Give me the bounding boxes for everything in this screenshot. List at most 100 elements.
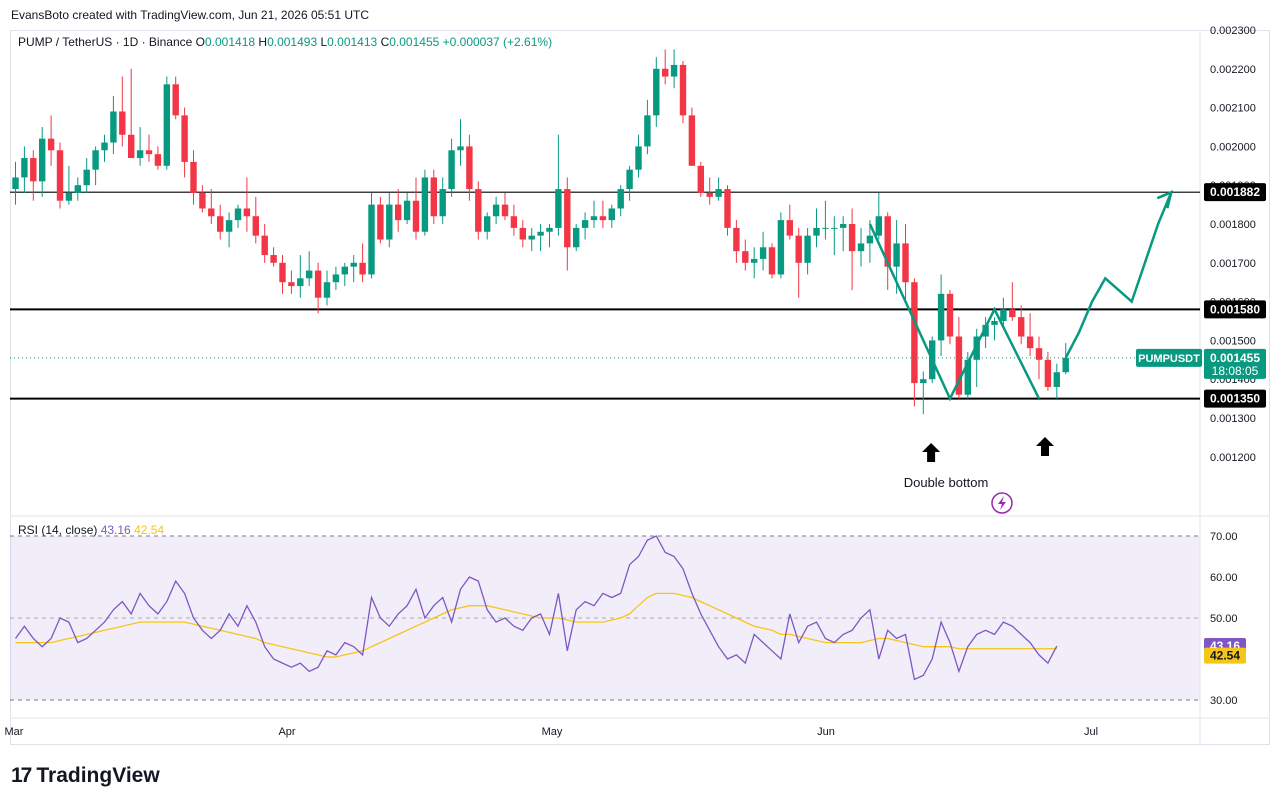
candle-body	[172, 84, 179, 116]
candle	[1009, 282, 1016, 321]
candle	[30, 150, 37, 201]
candle-body	[670, 64, 678, 77]
candle	[679, 61, 687, 124]
candle-body	[492, 204, 500, 217]
candle	[768, 243, 776, 279]
double-bottom-label: Double bottom	[904, 475, 989, 490]
candle-body	[1026, 336, 1034, 349]
candle-body	[911, 282, 918, 384]
time-tick-label: May	[542, 726, 563, 738]
low-value: 0.001413	[327, 35, 378, 49]
candle	[128, 68, 135, 159]
candle-body	[946, 293, 954, 337]
candle	[920, 371, 927, 415]
bar-countdown-label: 18:08:05	[1212, 364, 1259, 378]
chart-frame	[10, 30, 1270, 745]
candle	[777, 212, 785, 279]
candle	[599, 200, 607, 228]
candle	[39, 127, 46, 197]
candle-body	[136, 150, 144, 159]
candle	[742, 239, 749, 271]
candle	[154, 146, 162, 170]
rsi-ma-value-box	[1204, 647, 1246, 664]
candle	[136, 127, 144, 166]
rsi-title[interactable]: RSI (14, close)	[18, 523, 98, 537]
candle-body	[662, 68, 669, 77]
candle	[537, 224, 544, 252]
candle-body	[56, 150, 64, 201]
candle	[341, 262, 348, 287]
candle	[946, 289, 954, 345]
candle-body	[884, 216, 891, 267]
level-price-label: 0.001580	[1210, 302, 1260, 316]
candle-body	[608, 208, 615, 221]
candle-body	[145, 150, 153, 155]
candle-body	[688, 115, 696, 166]
candle	[608, 204, 615, 228]
candle-body	[644, 115, 651, 147]
last-price-label: 0.001455	[1210, 351, 1260, 365]
candle-body	[261, 235, 268, 256]
price-tick-label: 0.001200	[1210, 452, 1256, 464]
open-label: O	[195, 35, 205, 49]
candle-body	[377, 204, 384, 240]
candle	[243, 177, 251, 232]
candle	[751, 247, 758, 279]
candle-body	[457, 146, 464, 151]
candle	[21, 146, 28, 193]
candle-body	[626, 169, 633, 190]
candle	[172, 76, 179, 120]
candle-body	[822, 227, 829, 229]
candle-body	[848, 224, 856, 252]
candle-body	[537, 231, 544, 236]
symbol-title[interactable]: PUMP / TetherUS · 1D · Binance	[18, 35, 193, 49]
candle-body	[199, 192, 206, 209]
candle-body	[973, 336, 980, 360]
candle-body	[768, 247, 776, 275]
candle-body	[1035, 348, 1043, 360]
candle-body	[617, 189, 624, 209]
candle-body	[795, 235, 802, 263]
candle	[466, 134, 473, 201]
candle-body	[110, 111, 117, 143]
candle-body	[386, 204, 393, 240]
candle	[323, 270, 331, 306]
price-tick-label: 0.001300	[1210, 413, 1256, 425]
candle-body	[314, 270, 322, 298]
candle-body	[395, 204, 402, 221]
candle	[83, 158, 90, 193]
candle	[359, 243, 366, 283]
logo-mark: 17	[11, 764, 32, 787]
candle-body	[679, 64, 687, 116]
price-tick-label: 0.002200	[1210, 64, 1256, 76]
candle-body	[920, 379, 927, 384]
candle-body	[119, 111, 126, 135]
candle-body	[484, 216, 491, 232]
candle	[955, 317, 963, 399]
candle	[484, 212, 491, 240]
rsi-ma-legend-value: 42.54	[134, 523, 165, 537]
candle	[662, 49, 669, 85]
chart-credit: EvansBoto created with TradingView.com, …	[11, 8, 369, 22]
candle	[822, 200, 829, 240]
candle-body	[279, 262, 286, 283]
candle	[475, 181, 482, 240]
candle	[457, 119, 464, 166]
level-price-label-box	[1204, 300, 1266, 319]
rsi-ma-line	[15, 592, 1057, 658]
candle-body	[715, 189, 722, 197]
tradingview-logo[interactable]: 17 TradingView	[11, 764, 160, 788]
candle-body	[875, 216, 882, 236]
candle-body	[902, 243, 909, 283]
candle	[1000, 297, 1007, 329]
candle-body	[350, 262, 357, 267]
candle-body	[430, 177, 437, 217]
candle	[377, 196, 384, 244]
candle	[759, 231, 767, 271]
candle	[813, 208, 820, 248]
candle-body	[30, 158, 37, 182]
candle	[56, 142, 64, 209]
candle	[581, 212, 589, 240]
candle-body	[893, 243, 900, 267]
